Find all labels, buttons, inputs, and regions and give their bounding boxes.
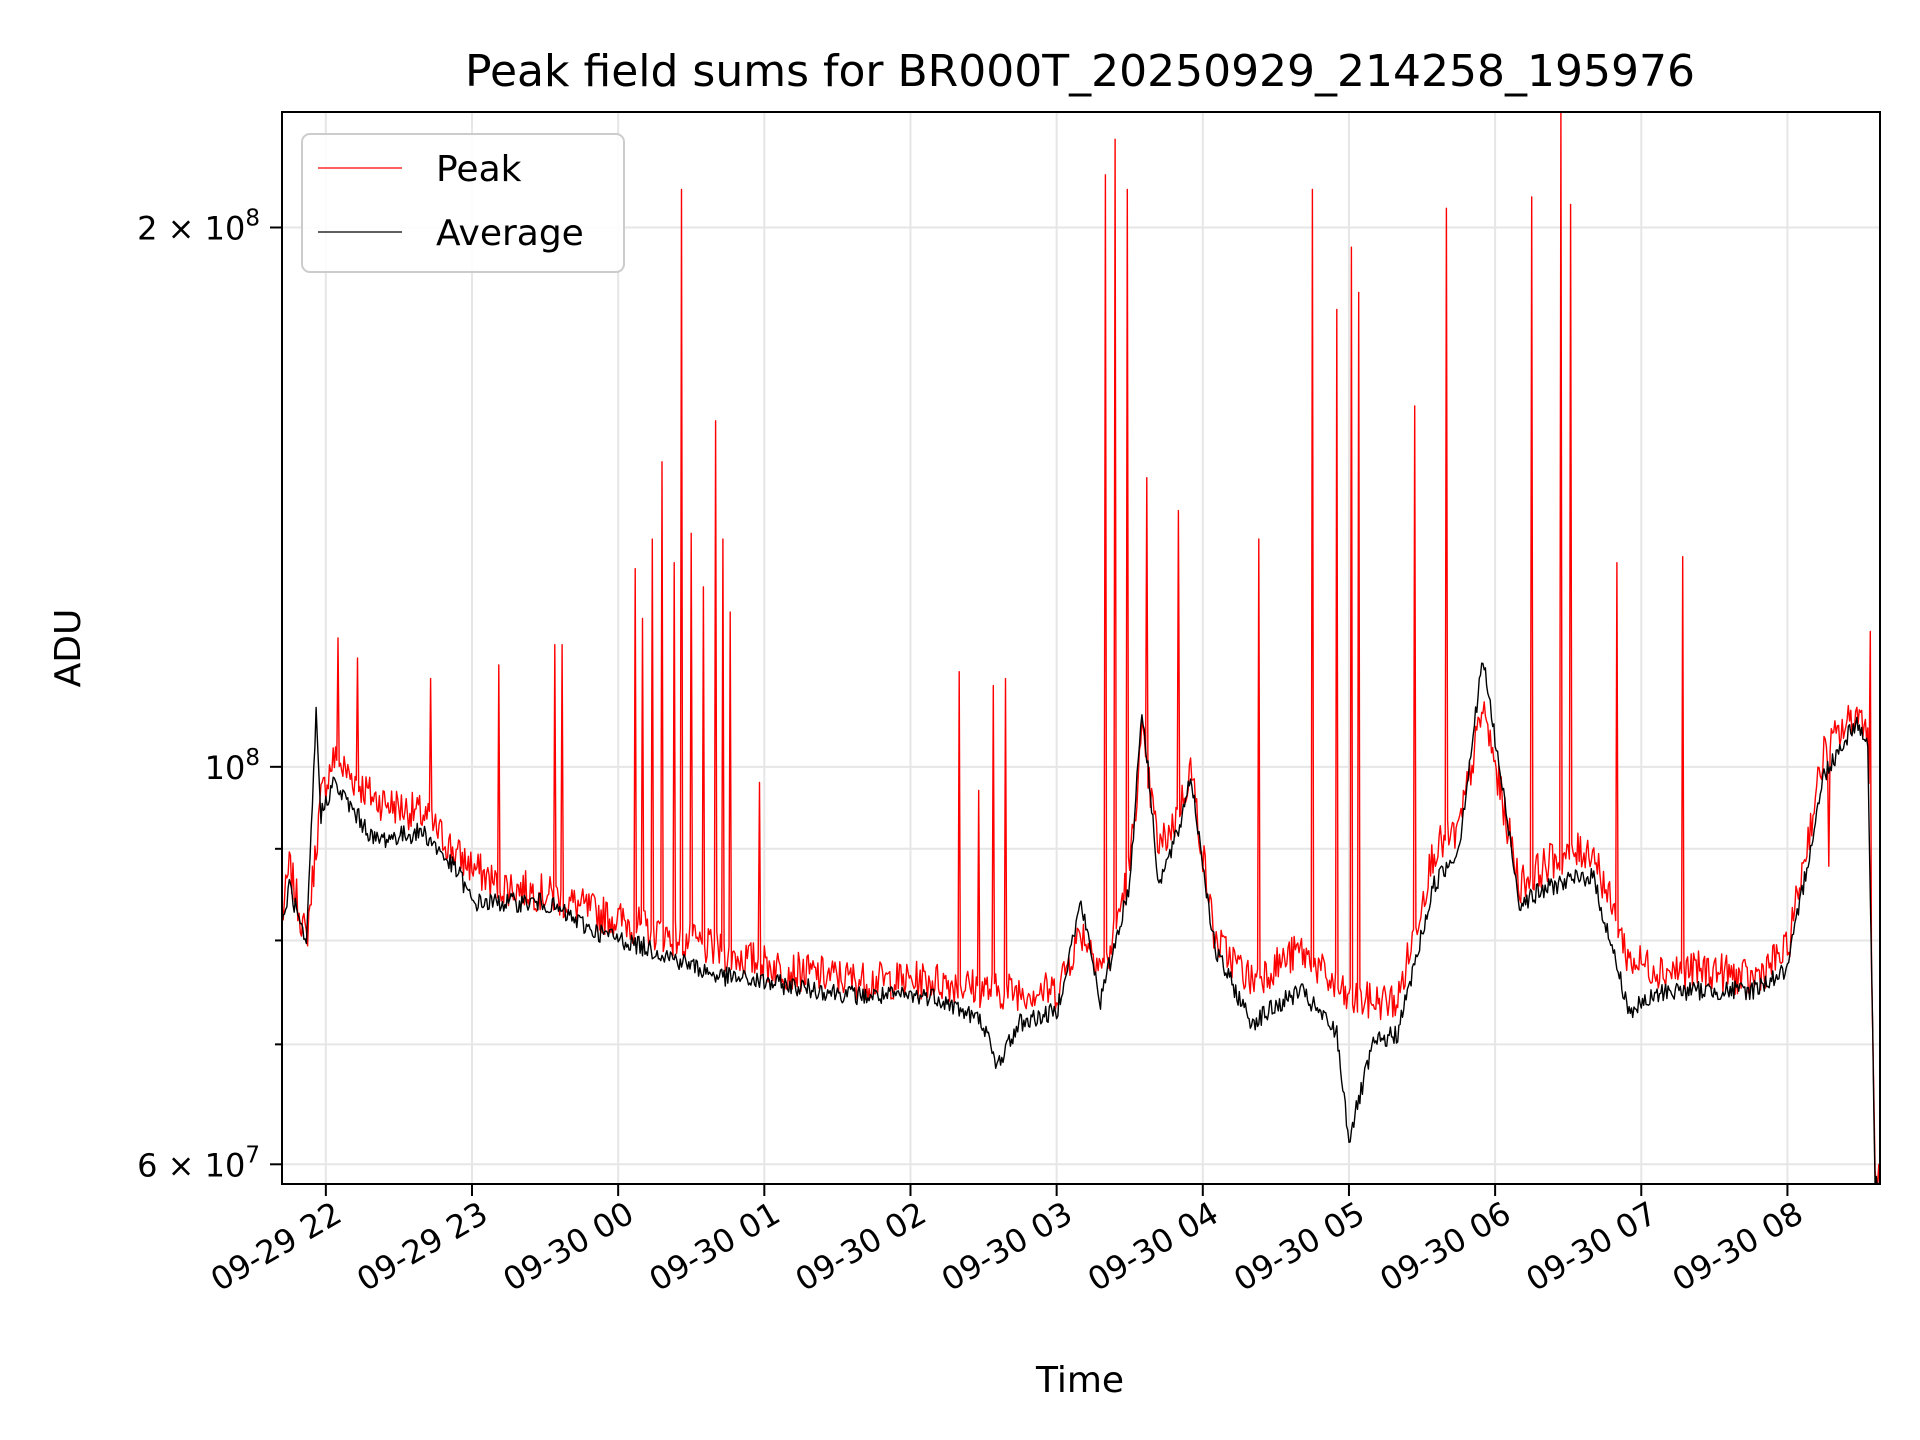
legend-label-average: Average — [436, 213, 584, 254]
chart-title: Peak field sums for BR000T_20250929_2142… — [465, 46, 1695, 97]
grid-lines — [282, 112, 1880, 1184]
legend-label-peak: Peak — [436, 149, 522, 190]
plot-area-frame — [281, 111, 1881, 1185]
legend: Peak Average — [301, 133, 625, 273]
series-line-peak — [282, 112, 1880, 1184]
y-tick-label: 108 — [205, 745, 260, 787]
y-axis-label: ADU — [48, 609, 89, 688]
x-axis-label: Time — [1035, 1360, 1124, 1401]
plot-lines — [282, 112, 1880, 1184]
y-tick-label: 2 × 108 — [137, 205, 260, 247]
series-line-average — [282, 662, 1880, 1184]
y-tick-label: 6 × 107 — [137, 1142, 260, 1184]
